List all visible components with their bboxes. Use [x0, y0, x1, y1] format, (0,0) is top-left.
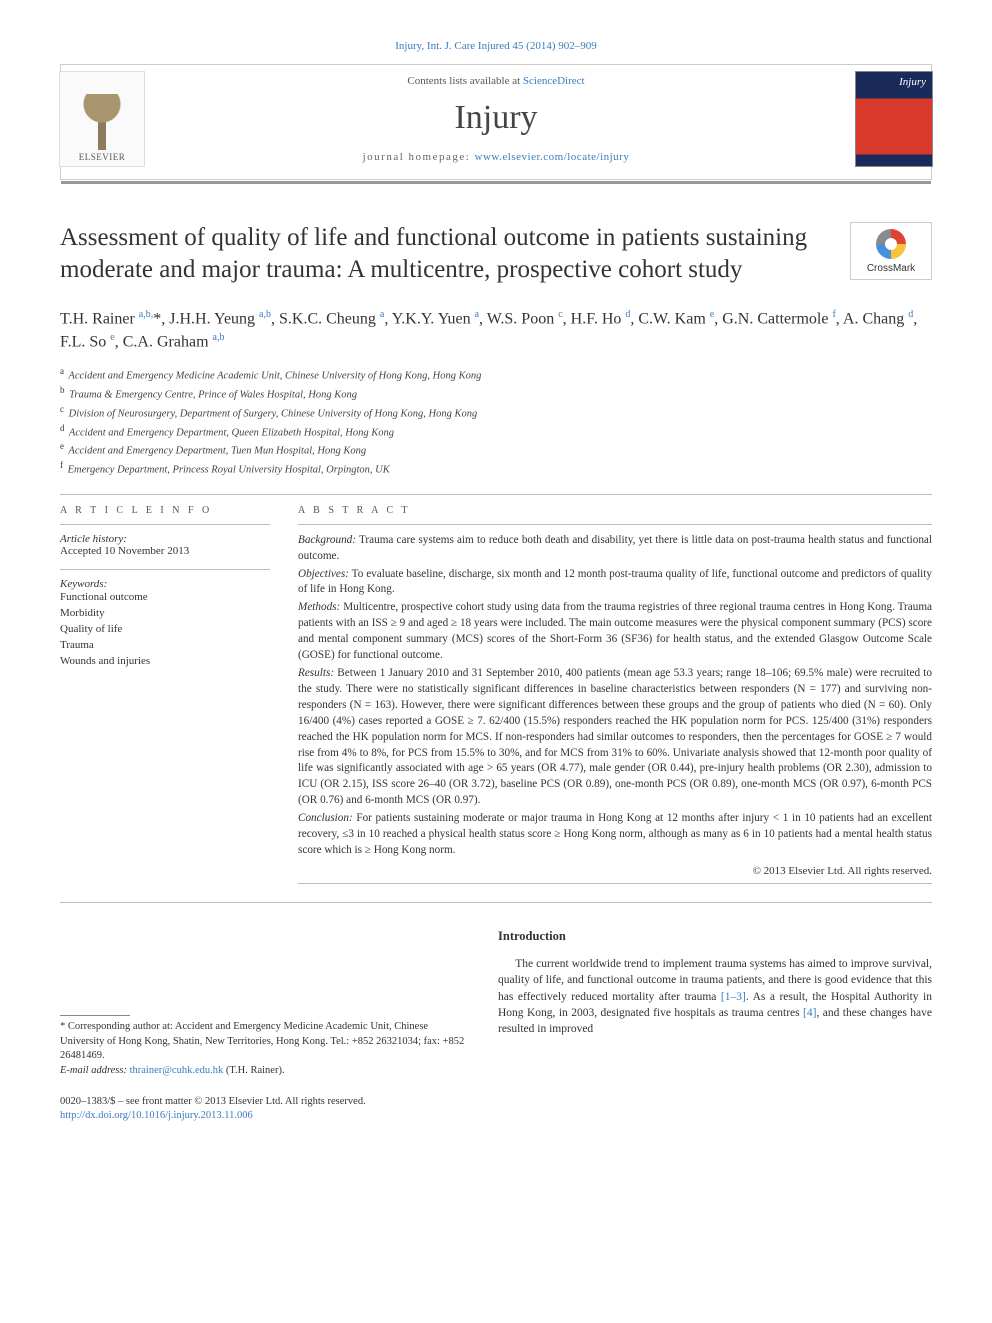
- journal-cover-thumb: Injury: [855, 71, 933, 167]
- correspondence-text: * Corresponding author at: Accident and …: [60, 1020, 470, 1064]
- affiliations: a Accident and Emergency Medicine Academ…: [60, 365, 932, 477]
- divider: [298, 524, 932, 525]
- affiliation-item: d Accident and Emergency Department, Que…: [60, 422, 932, 441]
- citation-line: Injury, Int. J. Care Injured 45 (2014) 9…: [60, 40, 932, 52]
- introduction-block: Introduction The current worldwide trend…: [498, 929, 932, 1124]
- affiliation-item: c Division of Neurosurgery, Department o…: [60, 403, 932, 422]
- affiliation-item: f Emergency Department, Princess Royal U…: [60, 459, 932, 478]
- article-title: Assessment of quality of life and functi…: [60, 222, 820, 286]
- crossmark-label: CrossMark: [867, 263, 915, 274]
- journal-cover-title: Injury: [899, 76, 926, 88]
- article-info-col: A R T I C L E I N F O Article history: A…: [60, 505, 270, 892]
- history-label: Article history:: [60, 533, 270, 545]
- corr-body: Corresponding author at: Accident and Em…: [60, 1021, 464, 1061]
- divider: [298, 883, 932, 884]
- journal-name: Injury: [61, 99, 931, 137]
- divider: [60, 524, 270, 525]
- correspondence-email-line: E-mail address: thrainer@cuhk.edu.hk (T.…: [60, 1064, 470, 1079]
- title-block: Assessment of quality of life and functi…: [60, 222, 932, 286]
- abstract-section: Background: Trauma care systems aim to r…: [298, 533, 932, 565]
- abstract-section: Objectives: To evaluate baseline, discha…: [298, 567, 932, 599]
- journal-homepage-line: journal homepage: www.elsevier.com/locat…: [61, 151, 931, 163]
- keywords-list: Functional outcomeMorbidityQuality of li…: [60, 590, 270, 670]
- correspondence-block: * Corresponding author at: Accident and …: [60, 929, 470, 1124]
- masthead: ELSEVIER Injury Contents lists available…: [60, 64, 932, 180]
- doi-link[interactable]: http://dx.doi.org/10.1016/j.injury.2013.…: [60, 1110, 253, 1121]
- divider: [60, 494, 932, 495]
- divider: [60, 569, 270, 570]
- publisher-logo: ELSEVIER: [59, 71, 145, 167]
- crossmark-badge[interactable]: CrossMark: [850, 222, 932, 280]
- article-info-heading: A R T I C L E I N F O: [60, 505, 270, 516]
- affiliation-item: a Accident and Emergency Medicine Academ…: [60, 365, 932, 384]
- divider: [60, 902, 932, 903]
- keyword-item: Morbidity: [60, 606, 270, 622]
- keywords-label: Keywords:: [60, 578, 270, 590]
- info-abstract-row: A R T I C L E I N F O Article history: A…: [60, 505, 932, 892]
- keyword-item: Quality of life: [60, 622, 270, 638]
- paper-page: Injury, Int. J. Care Injured 45 (2014) 9…: [0, 0, 992, 1154]
- corr-star: *: [60, 1021, 65, 1032]
- abstract-col: A B S T R A C T Background: Trauma care …: [298, 505, 932, 892]
- affiliation-item: b Trauma & Emergency Centre, Prince of W…: [60, 384, 932, 403]
- abstract-section: Conclusion: For patients sustaining mode…: [298, 811, 932, 859]
- contents-prefix: Contents lists available at: [407, 75, 522, 87]
- homepage-label: journal homepage:: [363, 151, 475, 163]
- publisher-name: ELSEVIER: [79, 152, 126, 162]
- doi-line: http://dx.doi.org/10.1016/j.injury.2013.…: [60, 1109, 470, 1124]
- corr-email-name: (T.H. Rainer).: [223, 1065, 284, 1076]
- crossmark-icon: [876, 229, 906, 259]
- footer-columns: * Corresponding author at: Accident and …: [60, 929, 932, 1124]
- elsevier-tree-icon: [75, 94, 129, 150]
- keyword-item: Wounds and injuries: [60, 654, 270, 670]
- front-matter-line: 0020–1383/$ – see front matter © 2013 El…: [60, 1095, 470, 1110]
- abstract-section: Results: Between 1 January 2010 and 31 S…: [298, 666, 932, 809]
- sciencedirect-link[interactable]: ScienceDirect: [523, 75, 585, 87]
- corr-email-link[interactable]: thrainer@cuhk.edu.hk: [130, 1065, 224, 1076]
- journal-homepage-link[interactable]: www.elsevier.com/locate/injury: [475, 151, 630, 163]
- abstract-body: Background: Trauma care systems aim to r…: [298, 533, 932, 859]
- keyword-item: Trauma: [60, 638, 270, 654]
- introduction-paragraph: The current worldwide trend to implement…: [498, 956, 932, 1038]
- introduction-heading: Introduction: [498, 929, 932, 944]
- introduction-body: The current worldwide trend to implement…: [498, 956, 932, 1038]
- affiliation-item: e Accident and Emergency Department, Tue…: [60, 440, 932, 459]
- abstract-heading: A B S T R A C T: [298, 505, 932, 516]
- contents-available-line: Contents lists available at ScienceDirec…: [61, 75, 931, 87]
- divider: [60, 1015, 130, 1016]
- citation-ref[interactable]: [4]: [803, 1007, 816, 1019]
- history-text: Accepted 10 November 2013: [60, 545, 270, 557]
- email-label: E-mail address:: [60, 1065, 130, 1076]
- author-list: T.H. Rainer a,b,*, J.H.H. Yeung a,b, S.K…: [60, 308, 932, 353]
- citation-ref[interactable]: [1–3]: [721, 991, 746, 1003]
- abstract-section: Methods: Multicentre, prospective cohort…: [298, 600, 932, 664]
- keyword-item: Functional outcome: [60, 590, 270, 606]
- abstract-copyright: © 2013 Elsevier Ltd. All rights reserved…: [298, 865, 932, 877]
